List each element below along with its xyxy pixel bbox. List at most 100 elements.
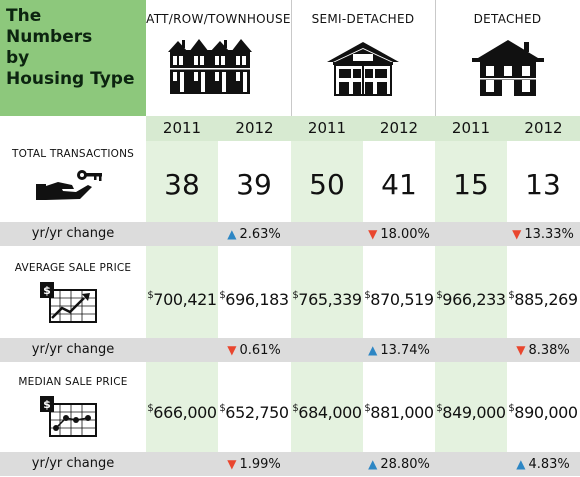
- year-label: 2011: [307, 119, 347, 137]
- price-value: 870,519: [370, 290, 434, 309]
- up-arrow-icon: ▲: [227, 227, 237, 241]
- change-label-transactions: yr/yr change: [31, 226, 115, 241]
- change-percent: 13.74%: [380, 343, 430, 358]
- price-value: 765,339: [298, 290, 362, 309]
- change-cell: ▲ 28.80%: [363, 452, 435, 477]
- highlight-column-2011: [291, 141, 363, 476]
- value-cell: 13: [525, 168, 561, 201]
- hand-key-icon: [36, 170, 102, 200]
- change-percent: 2.63%: [239, 227, 281, 242]
- change-band-average: [0, 338, 580, 362]
- down-arrow-icon: ▼: [516, 343, 526, 357]
- change-percent: 13.33%: [524, 227, 574, 242]
- category-label-detached: DETACHED: [473, 12, 542, 26]
- change-percent: 0.61%: [239, 343, 281, 358]
- price-value: 966,233: [442, 290, 506, 309]
- change-cell: ▼ 0.61%: [218, 338, 290, 363]
- value-cell: $890,000: [506, 398, 580, 424]
- value-cell: $700,421: [145, 285, 219, 311]
- change-cell: ▲ 4.83%: [507, 452, 579, 477]
- svg-text:$: $: [43, 284, 51, 297]
- value-cell: $885,269: [506, 285, 580, 311]
- up-arrow-icon: ▲: [516, 457, 526, 471]
- currency-symbol: $: [508, 403, 515, 414]
- currency-symbol: $: [364, 403, 371, 414]
- change-cell: ▼ 8.38%: [507, 338, 579, 363]
- currency-symbol: $: [219, 290, 226, 301]
- value-cell: $652,750: [217, 398, 291, 424]
- price-value: 652,750: [225, 403, 289, 422]
- currency-symbol: $: [436, 403, 443, 414]
- down-arrow-icon: ▼: [512, 227, 522, 241]
- price-value: 666,000: [153, 403, 217, 422]
- value-cell: $849,000: [434, 398, 508, 424]
- value-cell: 41: [381, 168, 417, 201]
- value-cell: $765,339: [290, 285, 364, 311]
- currency-symbol: $: [292, 290, 299, 301]
- currency-symbol: $: [436, 290, 443, 301]
- currency-symbol: $: [508, 290, 515, 301]
- currency-symbol: $: [364, 290, 371, 301]
- price-value: 849,000: [442, 403, 506, 422]
- category-label-townhouse: ATT/ROW/TOWNHOUSE: [146, 12, 291, 26]
- price-value: 890,000: [514, 403, 578, 422]
- year-label: 2012: [235, 119, 274, 137]
- value-cell: $696,183: [217, 285, 291, 311]
- change-cell: ▲ 2.63%: [218, 222, 290, 247]
- change-percent: 4.83%: [528, 457, 570, 472]
- highlight-column-2011: [435, 141, 507, 476]
- value-cell: 15: [453, 168, 489, 201]
- price-chart-scatter-icon: $: [40, 396, 97, 437]
- value-cell: 38: [164, 168, 200, 201]
- value-cell: 50: [309, 168, 345, 201]
- row-houses-icon: [168, 39, 252, 94]
- up-arrow-icon: ▲: [368, 457, 378, 471]
- value-cell: 39: [236, 168, 272, 201]
- down-arrow-icon: ▼: [227, 343, 237, 357]
- price-value: 696,183: [225, 290, 289, 309]
- year-label: 2012: [524, 119, 563, 137]
- year-label: 2011: [162, 119, 202, 137]
- down-arrow-icon: ▼: [227, 457, 237, 471]
- currency-symbol: $: [147, 290, 154, 301]
- header-divider: [435, 0, 436, 116]
- category-label-semi-detached: SEMI-DETACHED: [311, 12, 415, 26]
- price-value: 700,421: [153, 290, 217, 309]
- change-band-transactions: [0, 222, 580, 246]
- year-label: 2011: [451, 119, 491, 137]
- detached-house-icon: [472, 40, 544, 96]
- change-percent: 1.99%: [239, 457, 281, 472]
- year-label: 2012: [379, 119, 419, 137]
- infographic-title: The Numbers by Housing Type: [6, 6, 135, 89]
- price-value: 684,000: [298, 403, 362, 422]
- value-cell: $666,000: [145, 398, 219, 424]
- change-label-average: yr/yr change: [31, 342, 115, 357]
- change-percent: 8.38%: [528, 343, 570, 358]
- change-cell: ▼ 18.00%: [363, 222, 435, 247]
- price-chart-up-icon: $: [40, 282, 97, 323]
- value-cell: $684,000: [290, 398, 364, 424]
- value-cell: $881,000: [362, 398, 436, 424]
- value-cell: $870,519: [362, 285, 436, 311]
- up-arrow-icon: ▲: [368, 343, 378, 357]
- change-percent: 18.00%: [380, 227, 430, 242]
- row-label-transactions: TOTAL TRANSACTIONS: [11, 148, 135, 160]
- down-arrow-icon: ▼: [368, 227, 378, 241]
- price-value: 881,000: [370, 403, 434, 422]
- title-panel: The Numbers by Housing Type: [0, 0, 146, 116]
- svg-text:$: $: [43, 398, 51, 411]
- currency-symbol: $: [147, 403, 154, 414]
- year-header-band: [146, 116, 580, 141]
- row-label-average: AVERAGE SALE PRICE: [14, 262, 132, 274]
- change-cell: ▼ 13.33%: [507, 222, 579, 247]
- change-cell: ▲ 13.74%: [363, 338, 435, 363]
- change-band-median: [0, 452, 580, 476]
- row-label-median: MEDIAN SALE PRICE: [18, 376, 128, 388]
- price-value: 885,269: [514, 290, 578, 309]
- highlight-column-2011: [146, 141, 218, 476]
- change-percent: 28.80%: [380, 457, 430, 472]
- change-cell: ▼ 1.99%: [218, 452, 290, 477]
- semi-detached-house-icon: [327, 42, 399, 96]
- currency-symbol: $: [292, 403, 299, 414]
